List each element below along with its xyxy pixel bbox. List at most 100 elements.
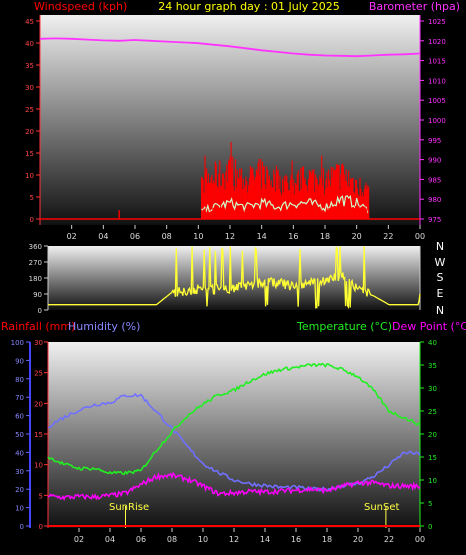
compass-n-bottom: N xyxy=(436,304,444,317)
wind-direction-line xyxy=(48,246,421,310)
humidity-tick-label: 80 xyxy=(15,376,24,384)
humidity-tick-label: 30 xyxy=(15,468,24,476)
humidity-axis-label: Humidity (%) xyxy=(68,320,140,333)
time-tick-label: 10 xyxy=(193,232,203,241)
time-tick-label: 14 xyxy=(260,535,270,544)
compass-s: S xyxy=(437,271,444,284)
compass-e: E xyxy=(437,287,444,300)
rain-tick-label: 15 xyxy=(34,431,43,439)
humidity-tick-label: 10 xyxy=(15,505,24,513)
time-tick-label: 00 xyxy=(415,535,425,544)
temperature-tick-label: 20 xyxy=(428,431,437,439)
time-tick-label: 22 xyxy=(383,232,393,241)
time-tick-label: 06 xyxy=(130,232,140,241)
temperature-tick-label: 25 xyxy=(428,408,437,416)
direction-tick-label: 90 xyxy=(33,291,42,299)
time-tick-label: 08 xyxy=(162,232,172,241)
direction-tick-label: 0 xyxy=(38,307,42,315)
temperature-tick-label: 15 xyxy=(428,454,437,462)
temperature-tick-label: 30 xyxy=(428,385,437,393)
barometer-line xyxy=(39,37,421,58)
direction-tick-label: 360 xyxy=(29,243,42,251)
barometer-tick-label: 1020 xyxy=(428,38,446,46)
time-tick-label: 18 xyxy=(322,535,332,544)
temperature-line xyxy=(47,362,421,476)
windspeed-tick-label: 5 xyxy=(30,194,34,202)
windspeed-tick-label: 40 xyxy=(25,40,34,48)
humidity-tick-label: 50 xyxy=(15,431,24,439)
time-tick-label: 02 xyxy=(74,535,84,544)
barometer-tick-label: 1005 xyxy=(428,97,446,105)
time-tick-label: 02 xyxy=(67,232,77,241)
wind-barometer-chart: 0510152025303540459759809859909951000100… xyxy=(25,15,446,241)
humidity-tick-label: 60 xyxy=(15,413,24,421)
temperature-tick-label: 35 xyxy=(428,362,437,370)
time-tick-label: 12 xyxy=(225,232,235,241)
rain-tick-label: 10 xyxy=(34,462,43,470)
temp-humidity-chart: 0102030405060708090100051015202530051015… xyxy=(11,339,437,544)
dewpoint-axis-label: Dew Point (°C) xyxy=(392,320,466,333)
wind-direction-plot-area xyxy=(48,246,420,310)
barometer-tick-label: 990 xyxy=(428,157,441,165)
dewpoint-line xyxy=(47,471,421,502)
time-tick-label: 00 xyxy=(415,232,425,241)
direction-tick-label: 270 xyxy=(29,259,42,267)
temp-humidity-plot-area xyxy=(48,342,420,528)
time-tick-label: 14 xyxy=(257,232,267,241)
time-tick-label: 10 xyxy=(198,535,208,544)
windspeed-tick-label: 35 xyxy=(25,62,34,70)
sunrise-label: SunRise xyxy=(109,502,149,513)
rain-tick-label: 25 xyxy=(34,370,43,378)
barometer-tick-label: 1010 xyxy=(428,77,446,85)
time-tick-label: 20 xyxy=(352,232,362,241)
temperature-axis-label: Temperature (°C) xyxy=(296,320,392,333)
windspeed-tick-label: 15 xyxy=(25,150,34,158)
barometer-tick-label: 975 xyxy=(428,216,441,224)
rain-tick-label: 30 xyxy=(34,339,43,347)
barometer-tick-label: 1025 xyxy=(428,18,446,26)
windspeed-tick-label: 25 xyxy=(25,106,34,114)
humidity-tick-label: 40 xyxy=(15,449,24,457)
temp-humidity-axes: 0102030405060708090100051015202530051015… xyxy=(11,339,437,544)
time-tick-label: 16 xyxy=(288,232,298,241)
windspeed-tick-label: 0 xyxy=(30,216,34,224)
time-tick-label: 16 xyxy=(291,535,301,544)
wind-barometer-series xyxy=(39,37,421,220)
humidity-tick-label: 0 xyxy=(20,523,24,531)
sunset-label: SunSet xyxy=(364,502,400,513)
time-tick-label: 22 xyxy=(384,535,394,544)
windspeed-tick-label: 20 xyxy=(25,128,34,136)
barometer-axis-label: Barometer (hpa) xyxy=(369,0,460,13)
time-tick-label: 08 xyxy=(167,535,177,544)
barometer-tick-label: 1000 xyxy=(428,117,446,125)
compass-labels: N W S E N xyxy=(435,240,446,317)
wind-average-line xyxy=(201,194,369,214)
compass-w: W xyxy=(435,256,446,269)
time-tick-label: 12 xyxy=(229,535,239,544)
wind-direction-series xyxy=(48,246,421,310)
barometer-tick-label: 985 xyxy=(428,176,441,184)
windspeed-tick-label: 10 xyxy=(25,172,34,180)
temperature-tick-label: 10 xyxy=(428,477,437,485)
humidity-line xyxy=(47,392,421,493)
time-tick-label: 18 xyxy=(320,232,330,241)
rain-tick-label: 20 xyxy=(34,400,43,408)
humidity-tick-label: 70 xyxy=(15,394,24,402)
time-tick-label: 04 xyxy=(105,535,115,544)
temperature-tick-label: 40 xyxy=(428,339,437,347)
time-tick-label: 06 xyxy=(136,535,146,544)
temp-humidity-series xyxy=(47,362,421,528)
chart-title: 24 hour graph day : 01 July 2025 xyxy=(158,0,340,13)
wind-direction-chart: 0 90 180 270 360 xyxy=(29,243,421,315)
humidity-tick-label: 100 xyxy=(11,339,24,347)
direction-tick-label: 180 xyxy=(29,275,42,283)
humidity-tick-label: 90 xyxy=(15,357,24,365)
wind-direction-axes: 0 90 180 270 360 xyxy=(29,243,421,315)
time-tick-label: 20 xyxy=(353,535,363,544)
windspeed-tick-label: 30 xyxy=(25,84,34,92)
barometer-tick-label: 995 xyxy=(428,137,441,145)
wind-barometer-axes: 0510152025303540459759809859909951000100… xyxy=(25,15,446,241)
temperature-tick-label: 5 xyxy=(428,500,432,508)
windspeed-axis-label: Windspeed (kph) xyxy=(34,0,127,13)
